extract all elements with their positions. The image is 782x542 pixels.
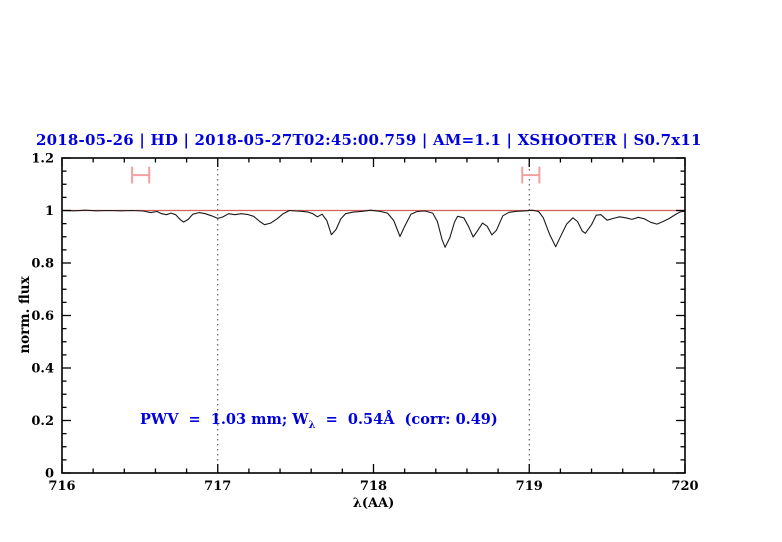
x-tick-label: 720 [671,479,698,494]
x-axis-label: λ(AA) [352,496,395,511]
pwv-band-marker [131,166,151,184]
plot-frame [61,157,686,474]
spectrum-series [61,209,686,248]
pwv-band-marker [521,166,541,184]
y-tick-label: 0.4 [31,362,54,377]
tick-labels: 716 717 718 719 720 0 0.2 0.4 0.6 0.8 1 1.2 [31,152,698,495]
y-tick-label: 0.2 [31,414,54,429]
annotation-text: = 0.54Å (corr: 0.49) [315,411,498,428]
plot-title: 2018-05-26 | HD | 2018-05-27T02:45:00.75… [36,131,702,149]
x-tick-label: 719 [516,479,543,494]
x-tick-label: 716 [48,479,75,494]
spectrum-line [61,209,686,248]
pwv-annotation: PWV = 1.03 mm; Wλ = 0.54Å (corr: 0.49) [140,411,498,431]
band-markers [131,166,541,184]
annotation-subscript: λ [308,419,316,431]
dotted-vlines [217,159,530,472]
x-tick-label: 717 [204,479,231,494]
ticks [61,157,686,474]
annotation-text: PWV = 1.03 mm; W [140,411,309,428]
y-tick-label: 0 [45,467,54,482]
x-tick-label: 718 [360,479,387,494]
y-tick-label: 0.6 [31,309,54,324]
y-tick-label: 1 [45,204,54,219]
y-tick-label: 1.2 [31,152,54,167]
frame [61,157,686,474]
y-tick-label: 0.8 [31,257,54,272]
